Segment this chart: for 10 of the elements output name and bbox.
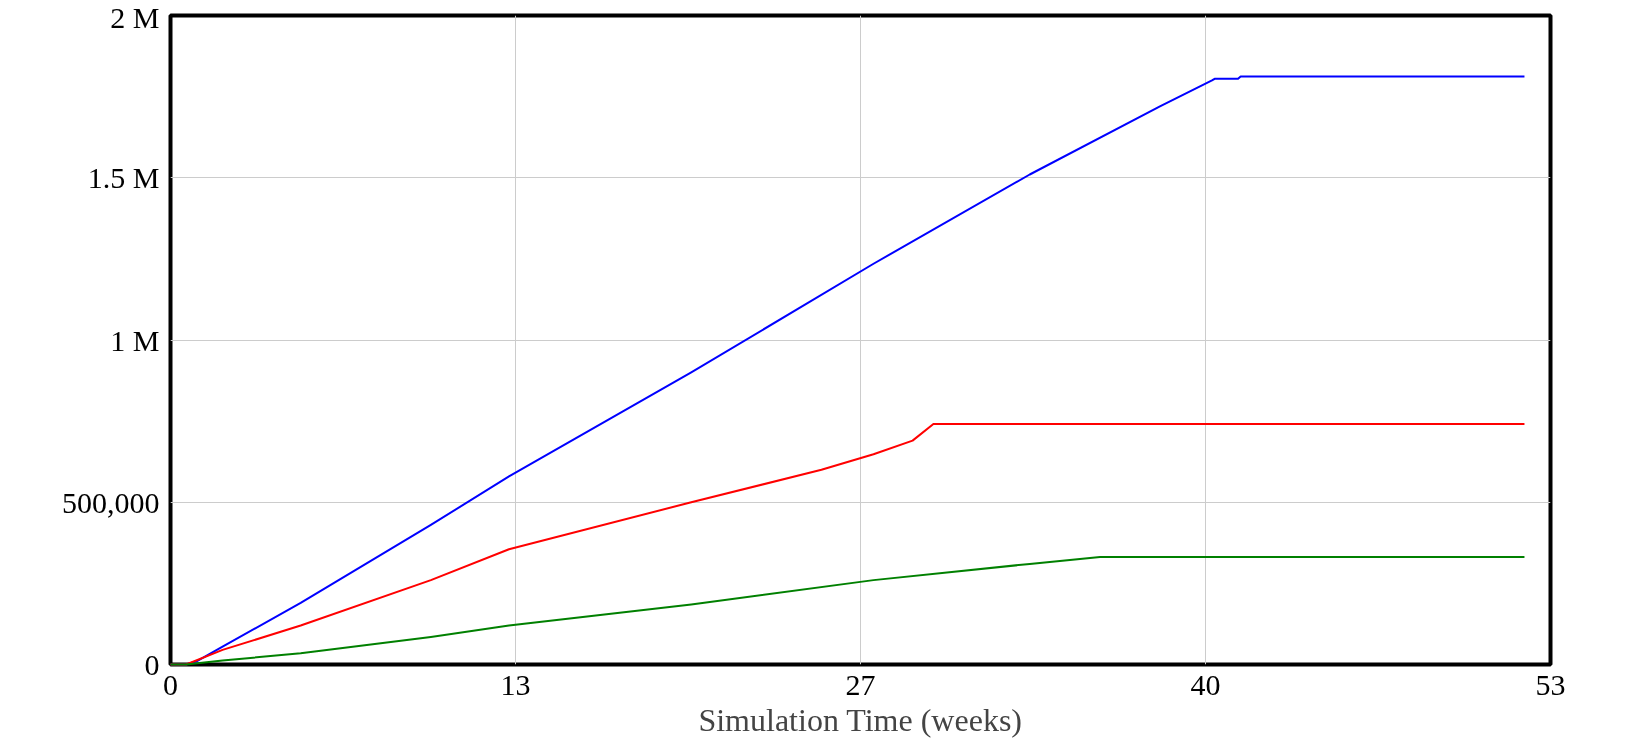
y-tick-label: 500,000 [62,485,160,519]
y-tick-label: 1 M [110,323,160,357]
line-series [169,556,1526,666]
y-tick-label: 2 M [110,0,160,34]
x-tick-label: 13 [500,667,531,701]
x-axis-title: Simulation Time (weeks) [698,701,1022,738]
y-tick-label: 1.5 M [87,161,160,195]
x-tick-label: 40 [1190,667,1221,701]
x-tick-label: 27 [845,667,876,701]
x-tick-label: 53 [1535,667,1566,701]
